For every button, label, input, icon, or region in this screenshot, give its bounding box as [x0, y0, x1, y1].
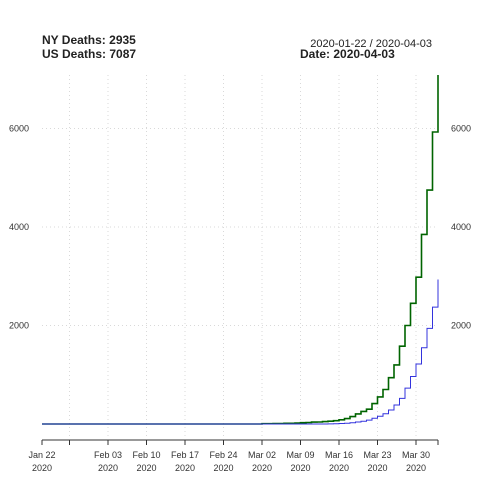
x-tick-year-label: 2020 [290, 463, 310, 473]
x-tick-year-label: 2020 [32, 463, 52, 473]
x-tick-year-label: 2020 [98, 463, 118, 473]
x-tick-label: Mar 09 [286, 450, 314, 460]
x-tick-label: Jan 22 [28, 450, 55, 460]
series-line-total [42, 75, 438, 424]
x-tick-label: Mar 23 [363, 450, 391, 460]
y-tick-label-right: 2000 [451, 321, 471, 331]
x-tick-year-label: 2020 [136, 463, 156, 473]
y-tick-label-right: 6000 [451, 124, 471, 134]
x-tick-year-label: 2020 [367, 463, 387, 473]
x-tick-label: Feb 03 [94, 450, 122, 460]
y-tick-label-left: 4000 [9, 222, 29, 232]
x-tick-year-label: 2020 [175, 463, 195, 473]
chart-series [42, 75, 438, 424]
x-tick-label: Mar 30 [402, 450, 430, 460]
chart-axes: 2000 2000 4000 4000 6000 6000 Jan 22 2020 Feb 03… [9, 124, 471, 473]
y-tick-label-right: 4000 [451, 222, 471, 232]
series-line-secondary [42, 280, 438, 425]
x-tick-year-label: 2020 [252, 463, 272, 473]
x-tick-year-label: 2020 [329, 463, 349, 473]
chart-grid [42, 75, 438, 436]
x-tick-year-label: 2020 [213, 463, 233, 473]
y-tick-label-left: 6000 [9, 124, 29, 134]
y-tick-label-left: 2000 [9, 321, 29, 331]
x-tick-year-label: 2020 [406, 463, 426, 473]
x-tick-label: Mar 16 [325, 450, 353, 460]
x-tick-label: Feb 17 [171, 450, 199, 460]
x-tick-label: Feb 10 [132, 450, 160, 460]
x-tick-label: Mar 02 [248, 450, 276, 460]
x-tick-label: Feb 24 [209, 450, 237, 460]
